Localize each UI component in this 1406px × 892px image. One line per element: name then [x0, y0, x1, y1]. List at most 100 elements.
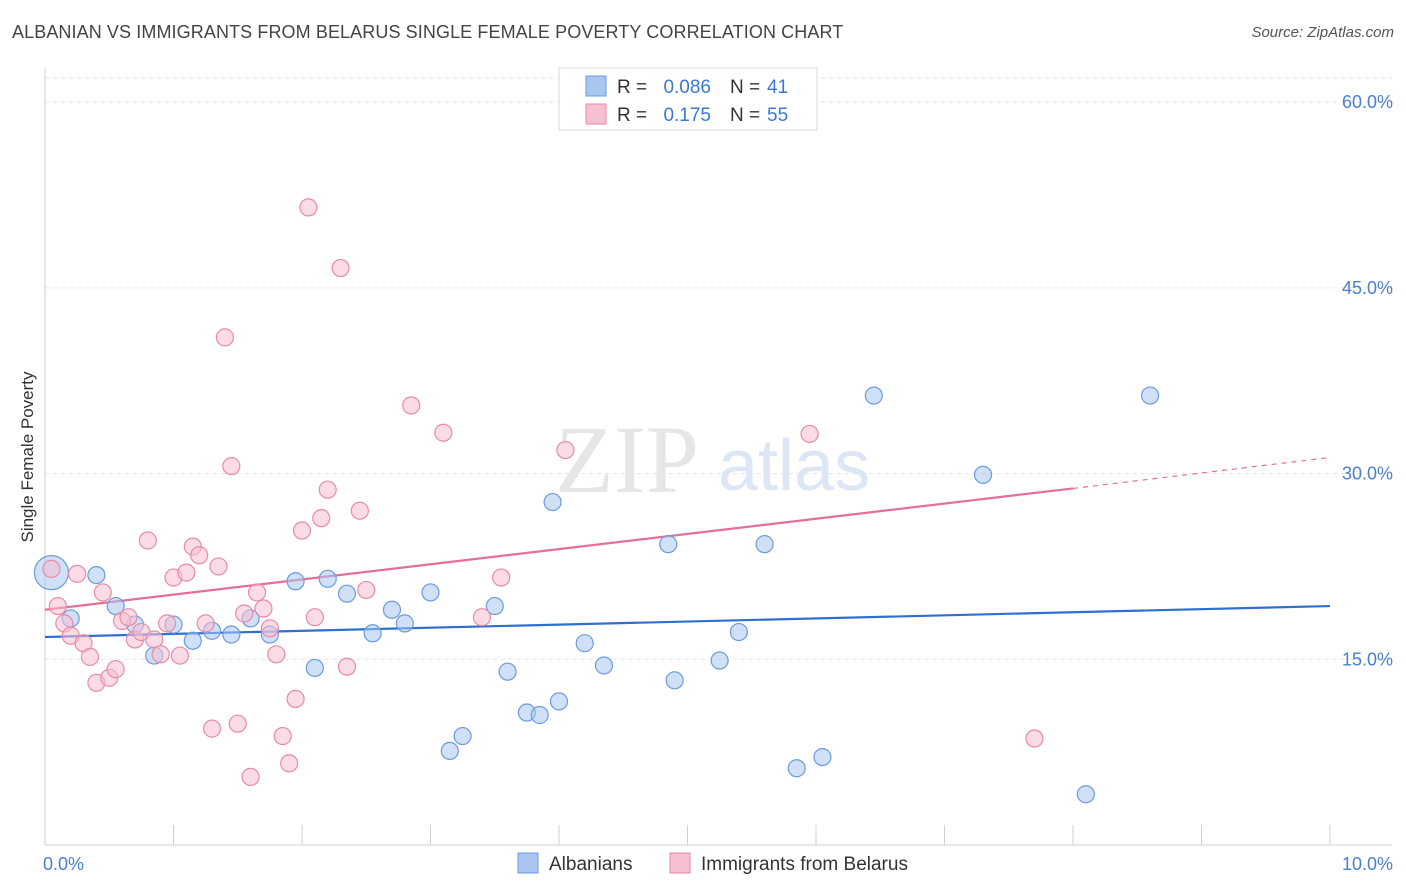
point-1-25	[202, 719, 222, 738]
point-1-6	[80, 647, 100, 666]
legend-top-n-label-1: N =	[730, 105, 760, 126]
point-1-12	[119, 608, 138, 627]
point-1-36	[273, 726, 292, 746]
point-0-15	[337, 584, 357, 603]
point-1-17	[151, 645, 170, 664]
chart-title: ALBANIAN VS IMMIGRANTS FROM BELARUS SING…	[12, 22, 844, 42]
point-1-48	[402, 396, 421, 415]
x-tick-labels: 0.0% 10.0%	[43, 854, 1393, 874]
legend-top: R = 0.086 N = 41 R = 0.175 N = 55	[558, 67, 818, 131]
watermark-zip: ZIP	[555, 406, 699, 513]
point-1-37	[280, 754, 299, 773]
point-1-27	[215, 328, 234, 347]
point-1-23	[190, 546, 209, 565]
point-1-20	[170, 646, 190, 665]
legend-top-n-value-1: 55	[767, 105, 788, 126]
point-0-26	[543, 492, 562, 512]
point-1-34	[260, 619, 279, 638]
legend-label-0: Albanians	[549, 854, 632, 875]
point-0-31	[665, 671, 684, 690]
point-1-33	[254, 599, 273, 618]
point-1-30	[235, 604, 254, 623]
trend-line-0	[44, 604, 1331, 639]
point-1-44	[331, 258, 350, 278]
point-0-21	[453, 726, 472, 746]
legend-bottom: Albanians Immigrants from Belarus	[517, 852, 908, 875]
y-tick-label-2: 45.0%	[1342, 278, 1393, 298]
point-1-54	[1025, 729, 1044, 748]
point-0-27	[549, 692, 569, 711]
point-0-12	[286, 572, 305, 591]
point-1-29	[228, 714, 247, 733]
point-1-46	[350, 501, 369, 520]
watermark-atlas: atlas	[718, 426, 870, 506]
y-tick-label-0: 15.0%	[1342, 649, 1393, 669]
x-tick-label-1: 10.0%	[1342, 854, 1393, 874]
y-tick-label-3: 60.0%	[1342, 92, 1393, 112]
watermark: ZIP atlas	[555, 406, 870, 513]
point-1-50	[472, 608, 491, 627]
point-1-15	[138, 531, 157, 550]
point-0-20	[440, 741, 459, 761]
legend-top-r-label-1: R =	[617, 105, 647, 126]
point-0-23	[498, 662, 517, 681]
point-1-26	[209, 557, 228, 576]
point-0-13	[305, 658, 324, 678]
point-0-29	[594, 656, 614, 675]
point-1-35	[267, 645, 286, 664]
legend-top-r-value-0: 0.086	[663, 77, 711, 98]
x-tick-label-0: 0.0%	[43, 854, 84, 874]
point-0-39	[1076, 785, 1095, 804]
point-1-24	[196, 614, 215, 633]
trend-line-ext-1	[1072, 456, 1331, 490]
point-0-16	[363, 624, 382, 643]
y-tick-label-1: 30.0%	[1342, 464, 1393, 484]
legend-swatch-0	[517, 852, 539, 874]
legend-top-n-value-0: 41	[767, 77, 788, 98]
point-1-40	[305, 608, 324, 627]
legend-top-n-label-0: N =	[730, 77, 760, 98]
point-1-1	[48, 596, 67, 616]
point-1-8	[93, 583, 112, 602]
point-0-19	[421, 583, 440, 602]
source-label: Source: ZipAtlas.com	[1251, 24, 1394, 41]
point-1-0	[42, 559, 61, 579]
point-0-25	[530, 705, 549, 725]
point-0-2	[87, 565, 106, 585]
point-1-10	[106, 660, 125, 679]
trend-lines	[44, 456, 1331, 639]
data-points	[33, 198, 1160, 804]
point-0-33	[729, 622, 749, 642]
point-0-40	[1140, 386, 1160, 405]
x-ticks	[173, 825, 1331, 845]
point-0-28	[575, 634, 594, 653]
gridlines	[45, 77, 1392, 660]
point-1-32	[247, 583, 267, 602]
point-1-43	[318, 480, 337, 499]
point-1-38	[286, 689, 305, 709]
point-0-7	[183, 631, 202, 650]
point-1-53	[800, 424, 819, 444]
point-1-51	[492, 568, 511, 587]
point-0-30	[659, 535, 678, 554]
legend-swatch-1	[669, 852, 691, 874]
axes	[44, 68, 1392, 846]
point-0-32	[710, 651, 729, 670]
legend-top-r-label-0: R =	[617, 77, 647, 98]
point-1-41	[312, 509, 331, 528]
legend-label-1: Immigrants from Belarus	[701, 854, 908, 875]
point-0-38	[973, 465, 993, 484]
legend-top-r-value-1: 0.175	[663, 105, 711, 126]
y-tick-labels: 15.0% 30.0% 45.0% 60.0%	[1342, 92, 1393, 669]
trend-line-1	[44, 487, 1074, 611]
point-1-52	[556, 440, 575, 460]
point-1-42	[299, 198, 318, 217]
point-1-4	[68, 564, 87, 583]
point-0-22	[485, 596, 504, 616]
point-1-18	[157, 614, 177, 633]
point-1-28	[222, 457, 241, 476]
legend-top-swatch-0	[585, 75, 607, 97]
point-0-9	[222, 625, 241, 644]
point-0-14	[318, 569, 337, 588]
